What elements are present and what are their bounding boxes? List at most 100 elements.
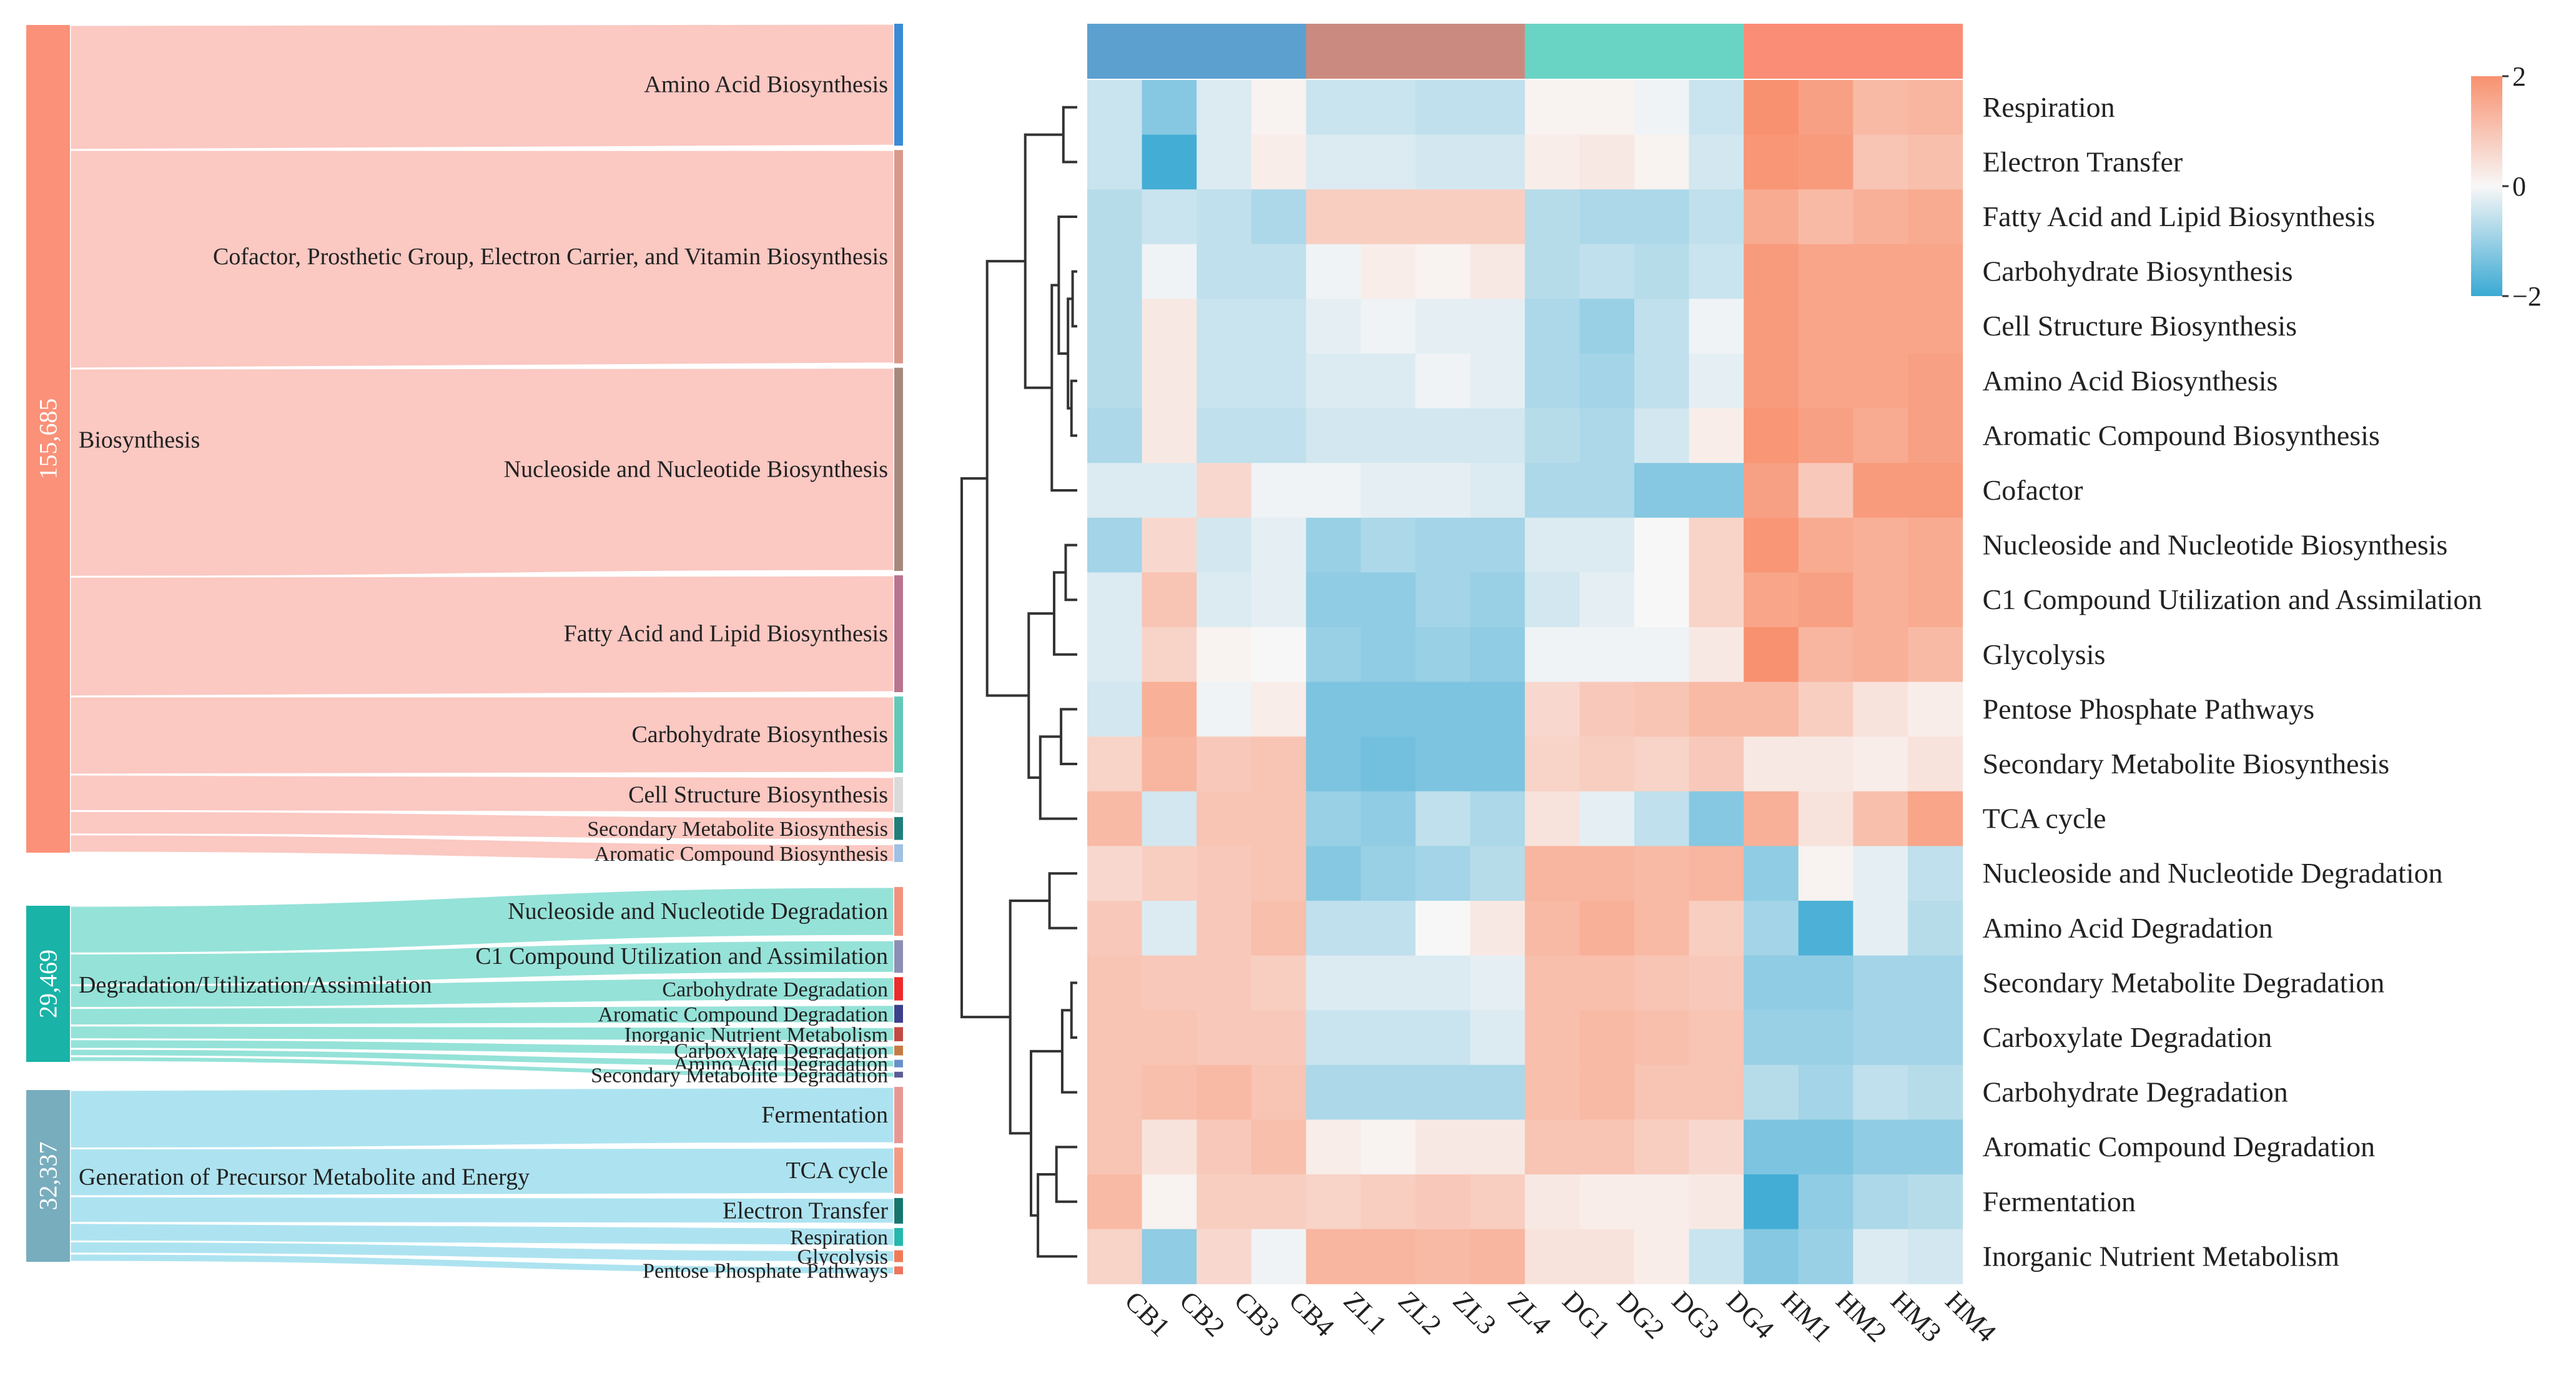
heatmap-cell xyxy=(1306,736,1361,792)
heatmap-cell xyxy=(1908,627,1963,683)
heatmap-cell xyxy=(1251,517,1306,573)
heatmap-cell xyxy=(1470,901,1526,956)
heatmap-cell xyxy=(1197,627,1252,683)
heatmap-cell xyxy=(1853,1119,1908,1175)
heatmap-cell xyxy=(1415,846,1471,901)
heatmap-cell xyxy=(1853,572,1908,628)
heatmap-cell xyxy=(1524,1229,1580,1284)
sankey-target-label: Fermentation xyxy=(761,1102,888,1128)
heatmap-cell xyxy=(1306,1174,1361,1230)
heatmap-cell xyxy=(1306,189,1361,245)
heatmap-cell xyxy=(1087,354,1143,409)
heatmap-cell xyxy=(1798,572,1853,628)
heatmap-row-label: Amino Acid Biosynthesis xyxy=(1983,365,2278,397)
sankey-target-label: Secondary Metabolite Biosynthesis xyxy=(587,818,888,841)
heatmap-column-label: CB4 xyxy=(1283,1286,1341,1343)
heatmap-cell xyxy=(1634,736,1690,792)
heatmap-cell xyxy=(1689,791,1744,846)
heatmap-cell xyxy=(1744,354,1799,409)
heatmap-cell xyxy=(1634,517,1690,573)
heatmap-cell xyxy=(1415,627,1471,683)
heatmap-cell xyxy=(1415,1229,1471,1284)
sankey-node-secondary-metabolite-biosynthesis xyxy=(894,816,903,840)
row-dendrogram xyxy=(960,106,1077,1258)
heatmap-row-label: Aromatic Compound Biosynthesis xyxy=(1983,419,2380,451)
heatmap-cell xyxy=(1361,517,1416,573)
dendrogram-branch xyxy=(1060,1009,1077,1094)
heatmap-cell xyxy=(1087,244,1143,299)
heatmap-cell xyxy=(1415,1174,1471,1230)
heatmap-cell xyxy=(1087,1174,1143,1230)
sankey-link-respiration xyxy=(69,1222,896,1247)
sankey-node-amino-acid-biosynthesis xyxy=(894,24,903,146)
heatmap-cell xyxy=(1853,1229,1908,1284)
heatmap-cell xyxy=(1415,463,1471,518)
heatmap-cell xyxy=(1415,134,1471,190)
heatmap-cell xyxy=(1306,299,1361,354)
heatmap-cell xyxy=(1415,791,1471,846)
heatmap-cell xyxy=(1361,134,1416,190)
heatmap-cell xyxy=(1197,1119,1252,1175)
heatmap-cell xyxy=(1798,1174,1853,1230)
sankey-target-label: Nucleoside and Nucleotide Degradation xyxy=(508,898,888,924)
heatmap-cell xyxy=(1908,682,1963,737)
sankey-target-label: Aromatic Compound Degradation xyxy=(598,1003,888,1026)
heatmap-cell xyxy=(1798,517,1853,573)
heatmap-cell xyxy=(1908,572,1963,628)
heatmap-row-label: Secondary Metabolite Biosynthesis xyxy=(1983,748,2390,780)
sankey-diagram: Amino Acid Biosynthesis Cofactor, Prosthe… xyxy=(26,22,903,1283)
heatmap-cell xyxy=(1197,1010,1252,1066)
heatmap-cell xyxy=(1306,955,1361,1011)
heatmap-cell xyxy=(1689,736,1744,792)
heatmap-cell xyxy=(1251,1064,1306,1120)
heatmap-cell xyxy=(1689,955,1744,1011)
heatmap-row-label: Fermentation xyxy=(1983,1186,2136,1217)
heatmap-cell xyxy=(1306,134,1361,190)
sankey-node-c1-compound-utilization-and-assimilation xyxy=(894,940,903,973)
heatmap-cell xyxy=(1853,354,1908,409)
heatmap-cell xyxy=(1744,955,1799,1011)
heatmap-column-label: DG3 xyxy=(1666,1286,1725,1345)
heatmap-cell xyxy=(1524,463,1580,518)
heatmap-cell xyxy=(1361,682,1416,737)
heatmap-cell xyxy=(1798,791,1853,846)
color-scale-tick-label: −2 xyxy=(2512,281,2542,312)
heatmap-cell xyxy=(1361,1229,1416,1284)
heatmap-cell xyxy=(1634,1174,1690,1230)
heatmap-cell xyxy=(1524,901,1580,956)
heatmap-cell xyxy=(1744,736,1799,792)
heatmap-cell xyxy=(1142,627,1197,683)
dendrogram-branch xyxy=(1048,872,1077,929)
heatmap-cell xyxy=(1524,244,1580,299)
heatmap-cell xyxy=(1415,1010,1471,1066)
sankey-target-label: Respiration xyxy=(790,1226,888,1249)
heatmap-cell xyxy=(1853,846,1908,901)
sankey-target-label: Nucleoside and Nucleotide Biosynthesis xyxy=(504,456,888,482)
heatmap-cell xyxy=(1744,791,1799,846)
heatmap-cell xyxy=(1415,682,1471,737)
dendrogram-branch xyxy=(1055,1146,1077,1203)
heatmap-cell xyxy=(1579,572,1635,628)
sankey-source-total: 29,469 xyxy=(34,949,62,1018)
sankey-link-fatty-acid-and-lipid-biosynthesis xyxy=(69,574,896,698)
heatmap-cell xyxy=(1908,1119,1963,1175)
sankey-link-carbohydrate-biosynthesis xyxy=(69,695,896,776)
heatmap-cell xyxy=(1634,1064,1690,1120)
heatmap-cell xyxy=(1634,408,1690,463)
heatmap-cell xyxy=(1744,572,1799,628)
heatmap-cell xyxy=(1524,299,1580,354)
heatmap-cell xyxy=(1142,134,1197,190)
heatmap-cell xyxy=(1197,1229,1252,1284)
heatmap-cell xyxy=(1524,408,1580,463)
heatmap-cell xyxy=(1634,1229,1690,1284)
heatmap-cell xyxy=(1634,1119,1690,1175)
sankey-node-inorganic-nutrient-metabolism xyxy=(894,1027,903,1041)
sankey-target-label: Secondary Metabolite Degradation xyxy=(591,1064,888,1087)
heatmap-cell xyxy=(1142,1064,1197,1120)
heatmap-cell xyxy=(1470,189,1526,245)
sankey-node-glycolysis xyxy=(894,1250,903,1262)
heatmap-cell xyxy=(1853,1064,1908,1120)
heatmap-cell xyxy=(1415,354,1471,409)
heatmap-cell xyxy=(1524,736,1580,792)
